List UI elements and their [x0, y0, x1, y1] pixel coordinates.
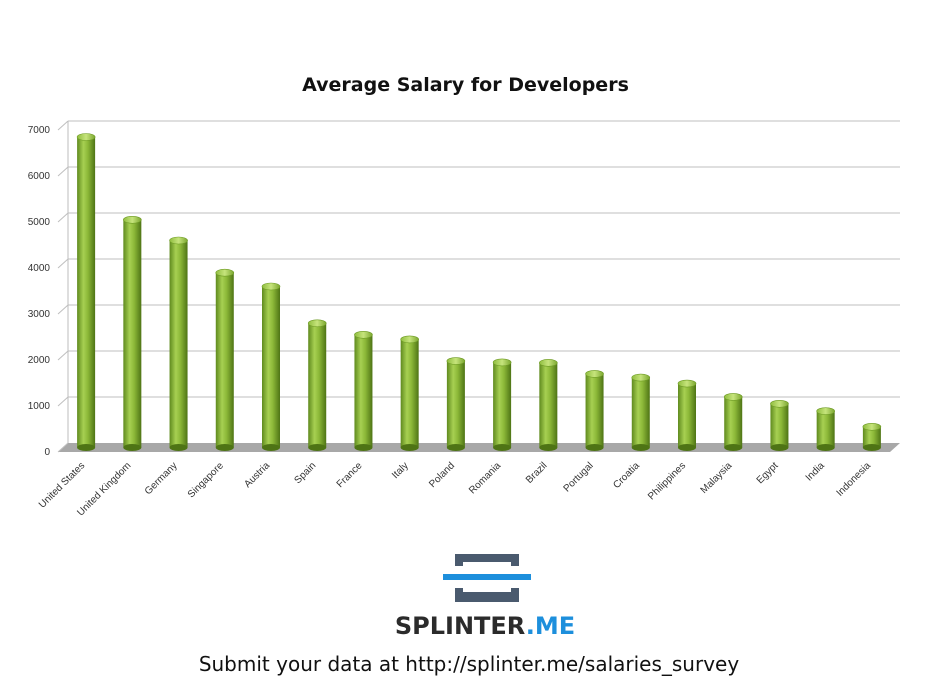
x-tick-label: Indonesia	[835, 460, 874, 499]
y-tick-label: 3000	[28, 309, 51, 320]
bars	[76, 133, 882, 451]
bar	[446, 357, 466, 451]
bar	[539, 359, 558, 451]
bar	[770, 399, 789, 451]
x-tick-label: Romania	[467, 460, 503, 496]
bar	[354, 330, 373, 451]
bar	[169, 236, 188, 451]
bar	[215, 268, 235, 451]
bar	[76, 133, 96, 451]
bar	[307, 319, 327, 451]
x-tick-label: Malaysia	[699, 460, 735, 496]
x-tick-label: Italy	[390, 460, 411, 481]
bar	[677, 379, 697, 451]
bar	[261, 282, 281, 451]
bar	[585, 370, 604, 451]
bar	[723, 393, 743, 451]
bar	[631, 373, 651, 451]
x-tick-label: Singapore	[186, 460, 226, 500]
brand-name-part1: SPLINTER	[394, 612, 526, 640]
bar-chart: 0 1000 2000 3000 4000 5000 6000 7000 United Sta…	[28, 120, 900, 518]
x-tick-label: Poland	[427, 460, 457, 490]
bar	[816, 407, 835, 451]
brand-name: SPLINTER.ME	[0, 612, 931, 640]
x-tick-label: France	[335, 460, 365, 490]
x-tick-label: Croatia	[611, 460, 642, 491]
x-tick-label: Philippines	[646, 460, 688, 502]
chart-title: Average Salary for Developers	[302, 74, 629, 96]
y-tick-label: 6000	[28, 171, 51, 182]
x-tick-label: Egypt	[755, 460, 781, 486]
x-tick-label: Spain	[292, 460, 318, 486]
y-tick-label: 4000	[28, 263, 51, 274]
x-tick-label: India	[804, 460, 827, 483]
x-tick-label: United States	[37, 460, 87, 510]
bar	[862, 422, 882, 451]
bar	[123, 216, 142, 451]
y-tick-label: 7000	[28, 125, 51, 136]
footer-text: Submit your data at http://splinter.me/s…	[198, 652, 740, 676]
bar	[400, 335, 419, 451]
x-tick-label: Portugal	[562, 460, 596, 494]
x-tick-label: Germany	[143, 460, 180, 497]
splinter-logo-icon	[443, 554, 531, 602]
y-tick-label: 0	[44, 447, 50, 458]
y-tick-label: 1000	[28, 401, 51, 412]
x-tick-label: Austria	[242, 460, 272, 490]
y-axis: 0 1000 2000 3000 4000 5000 6000 7000	[28, 125, 51, 458]
y-tick-label: 5000	[28, 217, 51, 228]
y-tick-label: 2000	[28, 355, 51, 366]
x-tick-label: Brazil	[524, 460, 549, 485]
brand-name-part2: .ME	[525, 612, 576, 640]
bar	[492, 358, 512, 451]
